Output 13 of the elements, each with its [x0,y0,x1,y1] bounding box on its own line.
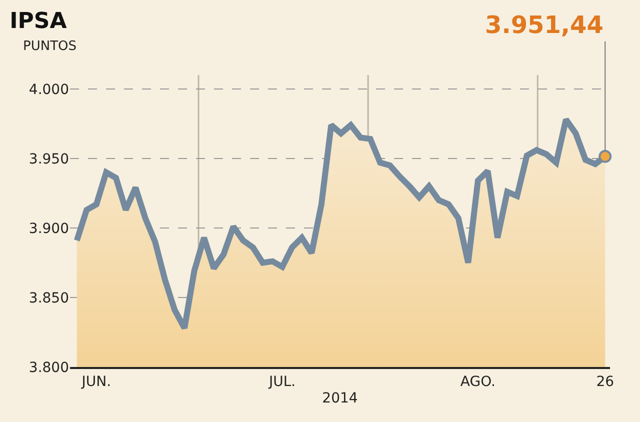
y-tick-label: 3.850 [28,290,69,306]
x-tick-label: JUN. [80,374,112,390]
x-tick-label: 26 [596,374,614,390]
x-tick-label: JUL. [268,374,296,390]
annotation: 3.951,44 [485,11,604,39]
x-tick-label: AGO. [460,374,496,390]
y-tick-label: 3.950 [28,151,69,168]
x-axis-title: 2014 [322,390,358,407]
y-tick-label: 3.800 [28,360,69,376]
y-axis-title: PUNTOS [23,39,77,54]
chart-title: IPSA [10,9,67,34]
y-tick-label: 3.900 [28,220,69,237]
y-tick-label: 4.000 [28,82,69,98]
